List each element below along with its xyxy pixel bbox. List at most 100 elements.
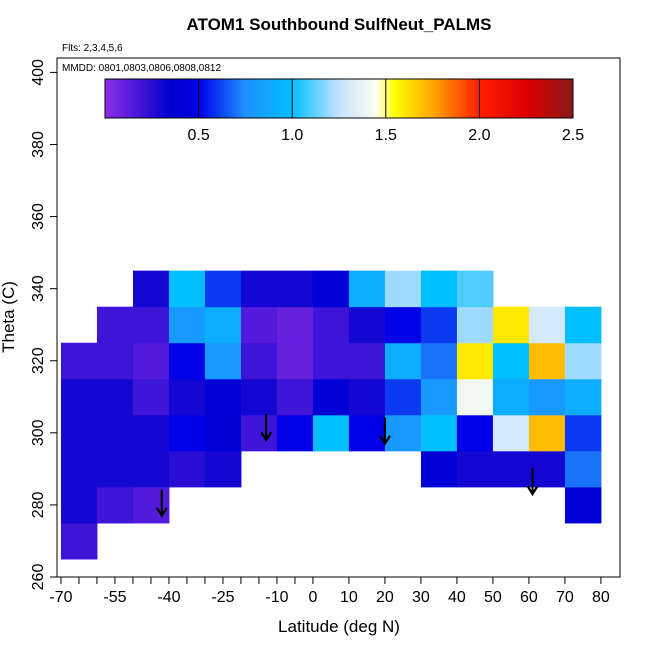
heat-cell <box>528 450 566 488</box>
heat-cell <box>132 306 170 344</box>
heat-cell <box>60 522 98 560</box>
x-tick-label: 30 <box>412 589 430 606</box>
heat-cell <box>384 306 422 344</box>
heat-cell <box>60 486 98 524</box>
heat-cell <box>204 342 242 380</box>
arrow <box>155 489 168 518</box>
heat-cell <box>492 306 530 344</box>
heat-cell <box>528 306 566 344</box>
heat-cell <box>564 486 602 524</box>
heat-cell <box>240 306 278 344</box>
heat-cell <box>276 414 314 452</box>
heat-cell <box>168 378 206 416</box>
heat-cell <box>168 270 206 308</box>
heat-cell <box>312 270 350 308</box>
y-tick-label: 400 <box>30 59 47 86</box>
x-tick-label: -70 <box>49 589 72 606</box>
heat-cell <box>240 414 278 452</box>
y-axis-label: Theta (C) <box>0 281 18 353</box>
colorbar-tick-label: 0.5 <box>187 127 209 144</box>
heat-cell <box>564 414 602 452</box>
y-tick-label: 320 <box>30 347 47 374</box>
heat-cell <box>456 378 494 416</box>
colorbar-tick-label: 1.5 <box>375 127 397 144</box>
heat-cell <box>168 450 206 488</box>
x-tick-label: -10 <box>265 589 288 606</box>
arrow <box>526 468 539 497</box>
x-tick-label: 10 <box>340 589 358 606</box>
y-tick-label: 360 <box>30 203 47 230</box>
heat-cell <box>528 342 566 380</box>
heat-cell <box>456 414 494 452</box>
chart-title: ATOM1 Southbound SulfNeut_PALMS <box>186 15 491 34</box>
heat-cell <box>276 342 314 380</box>
heat-cell <box>456 270 494 308</box>
heat-cell <box>168 342 206 380</box>
heat-cell <box>420 270 458 308</box>
colorbar-tick-label: 2.5 <box>562 127 584 144</box>
y-tick-label: 340 <box>30 275 47 302</box>
heat-cell <box>492 450 530 488</box>
heat-cell <box>420 414 458 452</box>
heat-cell <box>276 378 314 416</box>
heat-cell <box>168 306 206 344</box>
x-tick-label: 60 <box>520 589 538 606</box>
heat-cell <box>456 450 494 488</box>
y-tick-label: 300 <box>30 419 47 446</box>
heat-cell <box>348 306 386 344</box>
heat-cell <box>132 378 170 416</box>
heat-cell <box>168 414 206 452</box>
heat-cell <box>312 342 350 380</box>
heat-cell <box>204 378 242 416</box>
heat-cell <box>348 270 386 308</box>
arrow <box>379 417 391 446</box>
heat-cell <box>564 342 602 380</box>
heat-cell <box>492 414 530 452</box>
heat-cell <box>60 414 98 452</box>
heat-cell <box>60 450 98 488</box>
x-tick-label: -25 <box>211 589 234 606</box>
heat-cell <box>420 342 458 380</box>
heat-cell <box>564 306 602 344</box>
heat-cell <box>204 306 242 344</box>
heat-cell <box>564 378 602 416</box>
heat-cell <box>240 378 278 416</box>
heat-cell <box>384 378 422 416</box>
heat-cell <box>96 342 134 380</box>
heat-cell <box>276 270 314 308</box>
heat-cell <box>96 306 134 344</box>
heat-cell <box>348 342 386 380</box>
heat-cell <box>420 378 458 416</box>
heat-cell <box>132 414 170 452</box>
heat-cell <box>384 270 422 308</box>
heat-cell <box>132 486 170 524</box>
plot-frame <box>56 57 621 578</box>
x-tick-label: 20 <box>376 589 394 606</box>
heat-cell <box>132 450 170 488</box>
heatmap <box>60 270 602 560</box>
heat-cell <box>240 342 278 380</box>
colorbar-tick-label: 1.0 <box>281 127 303 144</box>
x-tick-label: -40 <box>157 589 180 606</box>
x-tick-label: 50 <box>484 589 502 606</box>
arrow <box>260 414 273 443</box>
colorbar <box>104 78 574 119</box>
heat-cell <box>60 342 98 380</box>
y-tick-label: 380 <box>30 131 47 158</box>
annotation: MMDD: 0801,0803,0806,0808,0812 <box>62 63 221 74</box>
heat-cell <box>240 270 278 308</box>
heat-cell <box>312 306 350 344</box>
heat-cell <box>96 378 134 416</box>
heat-cell <box>348 414 386 452</box>
heat-cell <box>564 450 602 488</box>
heat-cell <box>384 342 422 380</box>
heat-cell <box>492 342 530 380</box>
heat-cell <box>456 342 494 380</box>
heat-cell <box>132 342 170 380</box>
heat-cell <box>96 414 134 452</box>
x-tick-label: 70 <box>556 589 574 606</box>
heat-cell <box>528 378 566 416</box>
y-tick-label: 280 <box>30 491 47 518</box>
y-tick-label: 260 <box>30 564 47 591</box>
